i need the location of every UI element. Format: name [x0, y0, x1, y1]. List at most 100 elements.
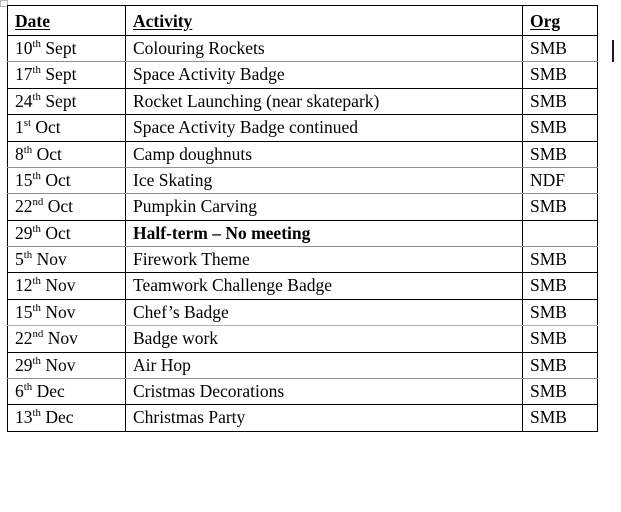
- activity-text: Pumpkin Carving: [133, 196, 257, 217]
- date-month: Oct: [47, 196, 73, 217]
- org-text: SMB: [530, 64, 567, 85]
- cell-activity: Badge work: [125, 325, 523, 353]
- cell-date: 5th Nov: [7, 245, 126, 274]
- column-header-org: Org: [522, 5, 598, 36]
- date-day: 22: [15, 196, 33, 217]
- column-header-activity-label: Activity: [133, 10, 193, 31]
- date-ordinal-suffix: th: [32, 38, 41, 51]
- date-ordinal-suffix: st: [23, 117, 31, 130]
- table-row: 22nd Nov Badge work SMB: [7, 325, 598, 353]
- org-text: SMB: [530, 407, 567, 428]
- cell-org: SMB: [522, 193, 598, 221]
- org-text: SMB: [530, 301, 567, 322]
- date-day: 29: [15, 354, 33, 375]
- activity-text: Half-term – No meeting: [133, 222, 311, 243]
- cell-activity: Ice Skating: [125, 166, 523, 195]
- activity-text: Badge work: [133, 328, 219, 349]
- org-text: SMB: [530, 143, 567, 164]
- org-text: SMB: [530, 90, 567, 111]
- date-month: Sept: [45, 38, 77, 58]
- text-cursor-mark: [612, 40, 614, 62]
- date-ordinal-suffix: th: [23, 249, 33, 262]
- activity-text: Colouring Rockets: [133, 38, 265, 58]
- table-row: 15th Oct Ice Skating NDF: [7, 166, 598, 195]
- date-month: Dec: [45, 407, 74, 428]
- date-ordinal-suffix: th: [32, 354, 41, 367]
- date-day: 10: [15, 38, 33, 58]
- cell-date: 12th Nov: [7, 272, 126, 300]
- activity-text: Teamwork Challenge Badge: [133, 275, 332, 296]
- cell-org: NDF: [522, 166, 598, 195]
- cell-date: 22nd Oct: [7, 193, 126, 221]
- date-day: 13: [15, 407, 33, 428]
- cell-activity: Air Hop: [125, 351, 523, 379]
- cell-activity: Chef’s Badge: [125, 298, 523, 327]
- table-row: 6th Dec Cristmas Decorations SMB: [7, 377, 598, 406]
- table-body: 10th Sept Colouring Rockets SMB 17th Sept Sp…: [7, 34, 598, 432]
- cell-org: SMB: [522, 377, 598, 406]
- cell-date: 17th Sept: [7, 61, 126, 89]
- cell-activity: Space Activity Badge: [125, 61, 523, 89]
- org-text: SMB: [530, 328, 567, 349]
- cell-activity: Teamwork Challenge Badge: [125, 272, 523, 300]
- cell-activity: Half-term – No meeting: [125, 219, 523, 248]
- org-text: NDF: [530, 169, 566, 190]
- cell-org: SMB: [522, 61, 598, 89]
- date-day: 8: [15, 143, 24, 164]
- cell-org: SMB: [522, 272, 598, 300]
- date-month: Nov: [36, 249, 67, 269]
- cell-date: 10th Sept: [7, 34, 126, 63]
- cell-activity: Pumpkin Carving: [125, 193, 523, 221]
- cell-org: SMB: [522, 325, 598, 353]
- date-ordinal-suffix: th: [32, 407, 41, 420]
- table-row: 22nd Oct Pumpkin Carving SMB: [7, 193, 598, 221]
- date-day: 5: [15, 249, 24, 269]
- date-day: 15: [15, 301, 33, 322]
- cell-activity: Colouring Rockets: [125, 34, 523, 63]
- date-ordinal-suffix: nd: [32, 328, 44, 341]
- activity-text: Cristmas Decorations: [133, 380, 285, 401]
- date-day: 15: [15, 169, 33, 190]
- cell-activity: Cristmas Decorations: [125, 377, 523, 406]
- org-text: SMB: [530, 38, 567, 58]
- table-row: 12th Nov Teamwork Challenge Badge SMB: [7, 272, 598, 300]
- cell-date: 13th Dec: [7, 404, 126, 432]
- activity-text: Space Activity Badge continued: [133, 117, 359, 138]
- date-day: 1: [15, 117, 24, 138]
- cell-org: SMB: [522, 245, 598, 274]
- date-ordinal-suffix: th: [32, 90, 41, 103]
- cell-date: 29th Nov: [7, 351, 126, 379]
- date-day: 24: [15, 90, 33, 111]
- activity-text: Firework Theme: [133, 249, 250, 269]
- cell-activity: Firework Theme: [125, 245, 523, 274]
- date-month: Nov: [45, 301, 76, 322]
- cell-org: [522, 219, 598, 248]
- table-header: Date Activity Org: [7, 5, 598, 36]
- date-day: 17: [15, 64, 33, 85]
- cell-org: SMB: [522, 34, 598, 63]
- table-row: 8th Oct Camp doughnuts SMB: [7, 140, 598, 168]
- org-text: SMB: [530, 117, 567, 138]
- cell-org: SMB: [522, 351, 598, 379]
- date-month: Nov: [47, 328, 78, 349]
- date-month: Oct: [45, 222, 71, 243]
- date-ordinal-suffix: th: [32, 222, 41, 235]
- schedule-table: Date Activity Org 10th Sept Colouring Roc…: [7, 5, 598, 432]
- activity-text: Ice Skating: [133, 169, 213, 190]
- table-row: 17th Sept Space Activity Badge SMB: [7, 61, 598, 89]
- cell-org: SMB: [522, 114, 598, 142]
- cell-date: 15th Oct: [7, 166, 126, 195]
- cell-date: 22nd Nov: [7, 325, 126, 353]
- table-header-row: Date Activity Org: [7, 5, 598, 36]
- activity-text: Air Hop: [133, 354, 191, 375]
- table-row: 29th Oct Half-term – No meeting: [7, 219, 598, 248]
- cell-activity: Rocket Launching (near skatepark): [125, 87, 523, 116]
- cell-org: SMB: [522, 87, 598, 116]
- cell-date: 6th Dec: [7, 377, 126, 406]
- org-text: SMB: [530, 380, 567, 401]
- column-header-activity: Activity: [125, 5, 523, 36]
- org-text: SMB: [530, 249, 567, 269]
- date-month: Oct: [36, 143, 62, 164]
- cell-date: 24th Sept: [7, 87, 126, 116]
- table-move-handle[interactable]: [0, 0, 8, 7]
